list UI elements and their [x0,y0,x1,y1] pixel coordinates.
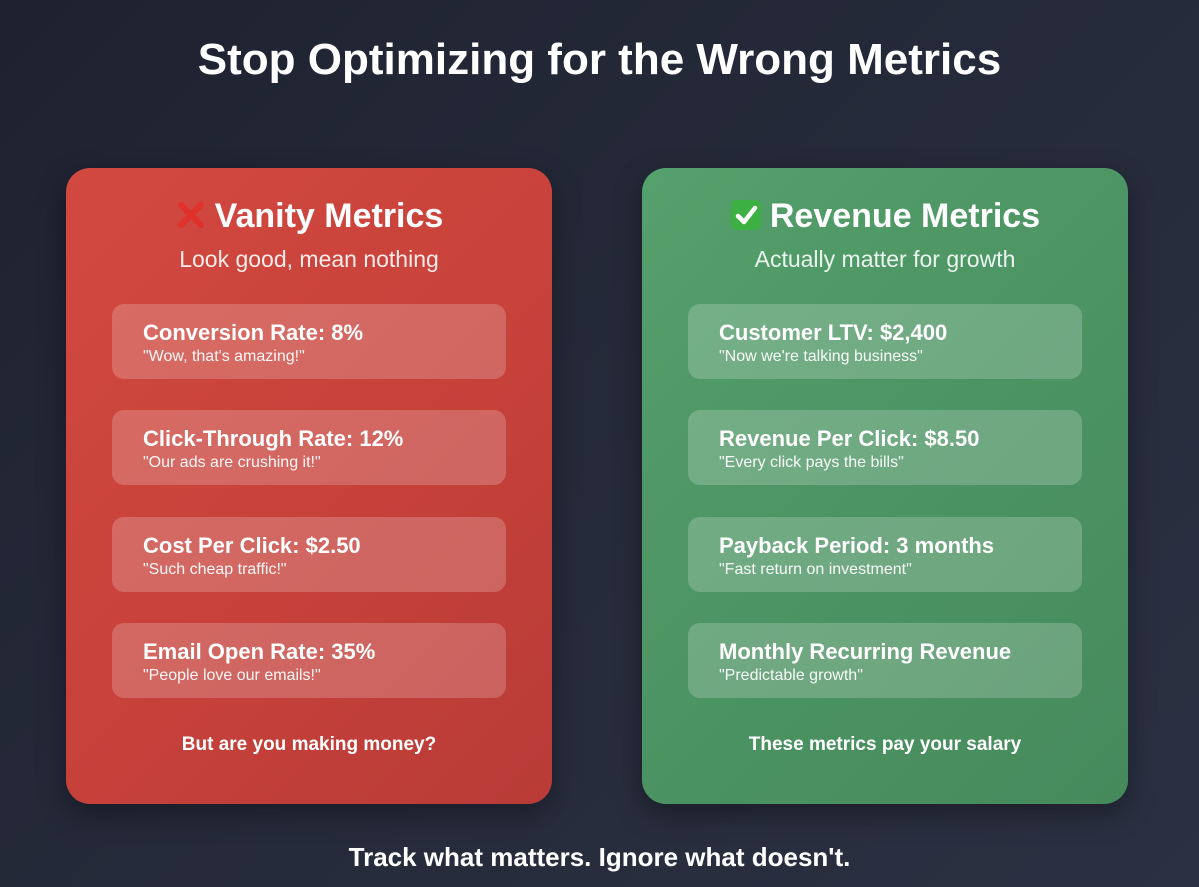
metric-card-revenue-per-click: Revenue Per Click: $8.50 "Every click pa… [688,410,1082,485]
revenue-card-heading: Revenue Metrics [642,194,1128,238]
vanity-card-heading: Vanity Metrics [66,194,552,238]
revenue-heading-text: Revenue Metrics [769,197,1041,235]
revenue-metrics-card: Revenue Metrics Actually matter for grow… [642,168,1128,804]
metric-card-customer-ltv: Customer LTV: $2,400 "Now we're talking … [688,304,1082,379]
metric-name: Click-Through Rate: 12% [143,426,404,451]
metric-quote: "Now we're talking business" [719,348,923,365]
metric-quote: "Every click pays the bills" [719,454,904,471]
metric-name: Conversion Rate: 8% [143,320,364,345]
metric-name: Customer LTV: $2,400 [719,320,948,345]
vanity-heading-text: Vanity Metrics [214,197,444,235]
tagline: Track what matters. Ignore what doesn't. [348,842,851,872]
metric-card-monthly-recurring-revenue: Monthly Recurring Revenue "Predictable g… [688,623,1082,698]
metric-quote: "Our ads are crushing it!" [143,454,321,471]
metric-card-payback-period: Payback Period: 3 months "Fast return on… [688,517,1082,592]
vanity-footer: But are you making money? [181,734,437,755]
page-title: Stop Optimizing for the Wrong Metrics [197,35,1002,84]
green-check-icon [730,200,761,230]
metric-name: Monthly Recurring Revenue [719,639,1012,664]
vanity-subtitle: Look good, mean nothing [179,246,439,272]
metric-quote: "Fast return on investment" [719,561,912,578]
metric-card-click-through-rate: Click-Through Rate: 12% "Our ads are cru… [112,410,506,485]
metric-name: Payback Period: 3 months [719,533,995,558]
metric-card-cost-per-click: Cost Per Click: $2.50 "Such cheap traffi… [112,517,506,592]
metric-name: Email Open Rate: 35% [143,639,376,664]
metric-quote: "Predictable growth" [719,667,863,684]
red-x-icon [177,202,204,228]
metric-quote: "People love our emails!" [143,667,321,684]
metric-card-email-open-rate: Email Open Rate: 35% "People love our em… [112,623,506,698]
vanity-metrics-card: Vanity Metrics Look good, mean nothing C… [66,168,552,804]
metric-name: Cost Per Click: $2.50 [143,533,361,558]
metric-quote: "Wow, that's amazing!" [143,348,305,365]
metric-quote: "Such cheap traffic!" [143,561,287,578]
revenue-footer: These metrics pay your salary [748,734,1022,755]
metric-name: Revenue Per Click: $8.50 [719,426,980,451]
metric-card-conversion-rate: Conversion Rate: 8% "Wow, that's amazing… [112,304,506,379]
revenue-subtitle: Actually matter for growth [754,246,1016,272]
